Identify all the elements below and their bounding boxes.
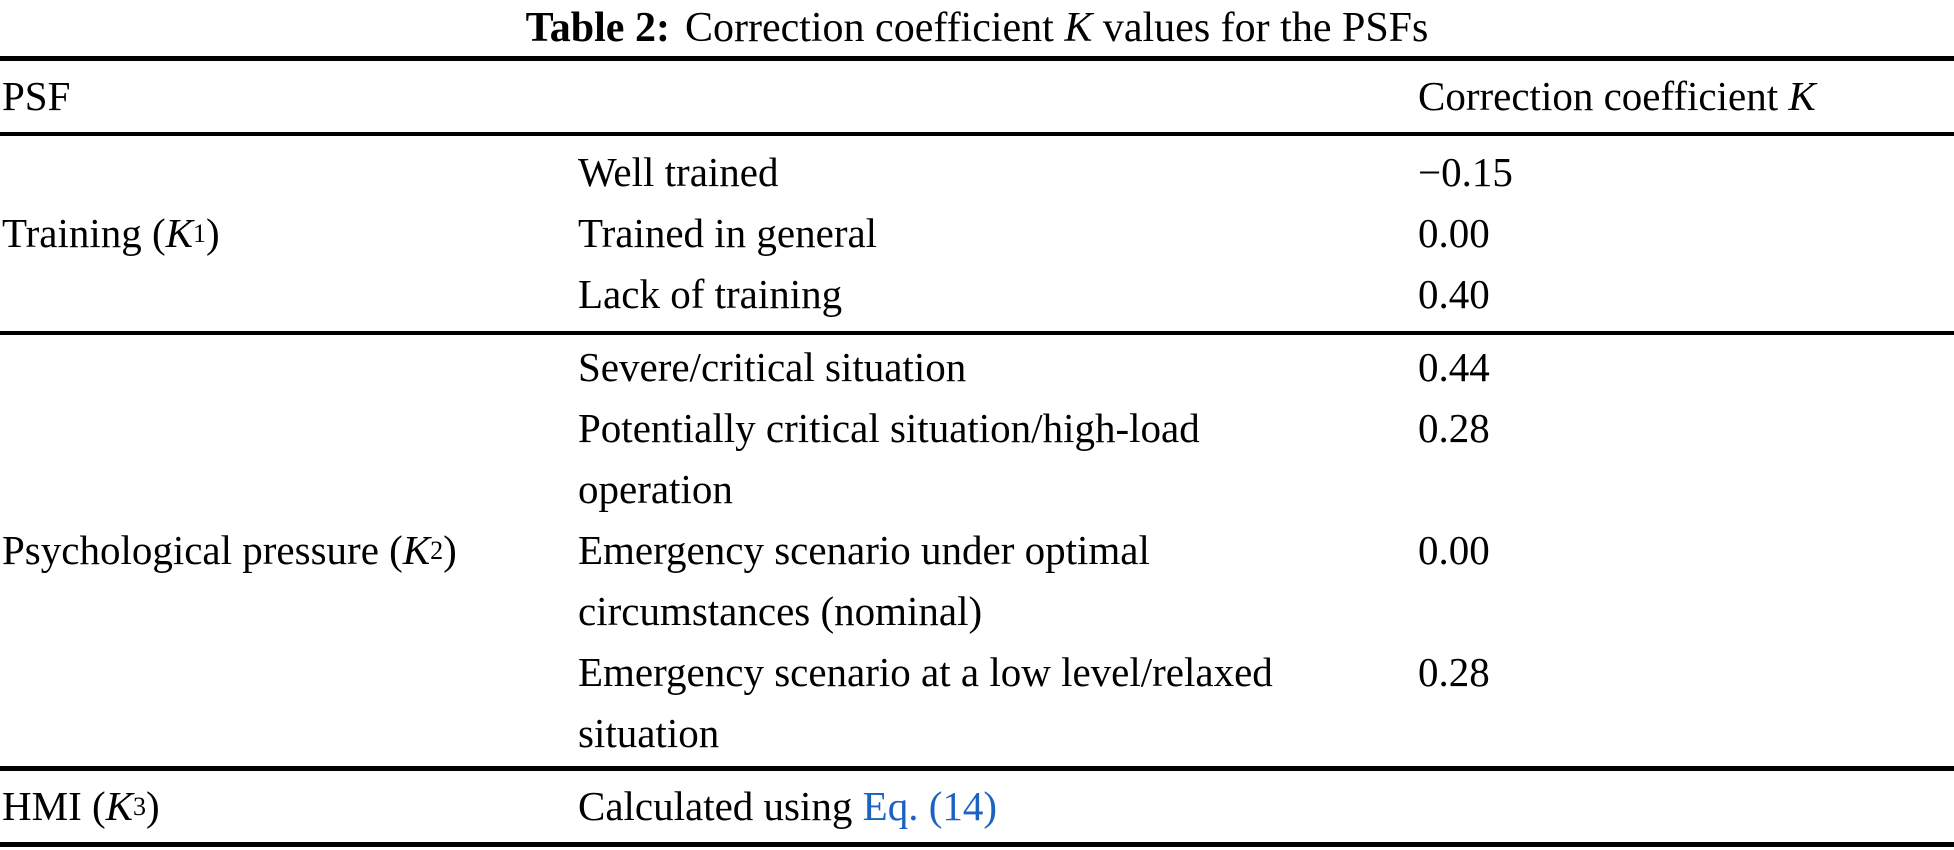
caption-k-symbol: K: [1064, 5, 1093, 51]
condition-cell: Calculated using Eq. (14): [578, 776, 1418, 837]
value-cell: 0.28: [1418, 649, 1490, 695]
header-correction-coefficient: Correction coefficient K: [1418, 66, 1954, 127]
table-header-row: PSF Correction coefficient K: [0, 61, 1954, 136]
condition-cell: Potentially critical situation/high-load…: [578, 398, 1418, 520]
k-subscript: 1: [193, 219, 206, 248]
condition-line: Emergency scenario under optimal: [578, 527, 1150, 573]
condition-line: Well trained: [578, 149, 779, 195]
condition-line: Emergency scenario at a low level/relaxe…: [578, 649, 1273, 695]
condition-line: Calculated using Eq. (14): [578, 776, 1418, 837]
group-label-training: Training (K 1): [0, 142, 578, 325]
condition-cell: Lack of training: [578, 264, 1418, 325]
condition-line: Potentially critical situation/high-load: [578, 405, 1200, 451]
table-row: Calculated using Eq. (14): [578, 776, 1954, 837]
condition-cell: Emergency scenario at a low level/relaxe…: [578, 642, 1418, 764]
table-row: Emergency scenario at a low level/relaxe…: [578, 642, 1954, 764]
table-row: Potentially critical situation/high-load…: [578, 398, 1954, 520]
table-row: Emergency scenario under optimal circums…: [578, 520, 1954, 642]
group-rows: Well trained −0.15 Trained in general 0.…: [578, 142, 1954, 325]
value-cell: −0.15: [1418, 149, 1513, 195]
caption-label: Table 2:: [525, 5, 670, 51]
psf-correction-table: PSF Correction coefficient K Training (K…: [0, 56, 1954, 847]
table-row: Severe/critical situation 0.44: [578, 337, 1954, 398]
table-row: Trained in general 0.00: [578, 203, 1954, 264]
table-row: Lack of training 0.40: [578, 264, 1954, 325]
value-cell: 0.40: [1418, 271, 1490, 317]
label-text: HMI (: [2, 783, 106, 829]
k-subscript: 2: [430, 536, 444, 565]
label-text: Training (: [2, 210, 166, 256]
group-label-hmi: HMI (K 3): [0, 776, 578, 837]
table-caption: Table 2: Correction coefficient K values …: [0, 0, 1954, 56]
caption-text-pre: Correction coefficient: [684, 5, 1065, 51]
condition-cell: Trained in general: [578, 203, 1418, 264]
k-symbol: K: [402, 527, 431, 573]
calculated-using-text: Calculated using: [578, 783, 863, 829]
header-k-symbol: K: [1788, 73, 1816, 119]
value-cell: 0.00: [1418, 210, 1490, 256]
table-row: Well trained −0.15: [578, 142, 1954, 203]
group-rows: Severe/critical situation 0.44 Potential…: [578, 337, 1954, 764]
condition-line: circumstances (nominal): [578, 588, 983, 634]
condition-line: operation: [578, 466, 733, 512]
condition-line: Trained in general: [578, 210, 878, 256]
value-cell: 0.28: [1418, 405, 1490, 451]
value-cell: 0.00: [1418, 527, 1490, 573]
label-text: Psychological pressure (: [2, 527, 403, 573]
group-label-psychological-pressure: Psychological pressure (K 2): [0, 337, 578, 764]
caption-text-post: values for the PSFs: [1092, 5, 1429, 51]
header-value-text: Correction coefficient: [1418, 73, 1789, 119]
label-close-paren: ): [145, 783, 160, 829]
condition-cell: Well trained: [578, 142, 1418, 203]
header-psf: PSF: [2, 73, 71, 119]
group-psychological-pressure: Psychological pressure (K 2) Severe/criti…: [0, 335, 1954, 771]
group-training: Training (K 1) Well trained −0.15 Trained…: [0, 136, 1954, 335]
k-symbol: K: [105, 783, 133, 829]
condition-cell: Severe/critical situation: [578, 337, 1418, 398]
eq-14-link[interactable]: Eq. (14): [862, 783, 998, 829]
label-close-paren: ): [443, 527, 457, 573]
condition-cell: Emergency scenario under optimal circums…: [578, 520, 1418, 642]
group-hmi: HMI (K 3) Calculated using Eq. (14): [0, 771, 1954, 842]
group-rows: Calculated using Eq. (14): [578, 776, 1954, 837]
k-subscript: 3: [132, 792, 146, 821]
k-symbol: K: [165, 210, 193, 256]
condition-line: Severe/critical situation: [578, 344, 967, 390]
label-close-paren: ): [206, 210, 220, 256]
value-cell: 0.44: [1418, 344, 1490, 390]
condition-line: situation: [578, 710, 720, 756]
condition-line: Lack of training: [578, 271, 843, 317]
